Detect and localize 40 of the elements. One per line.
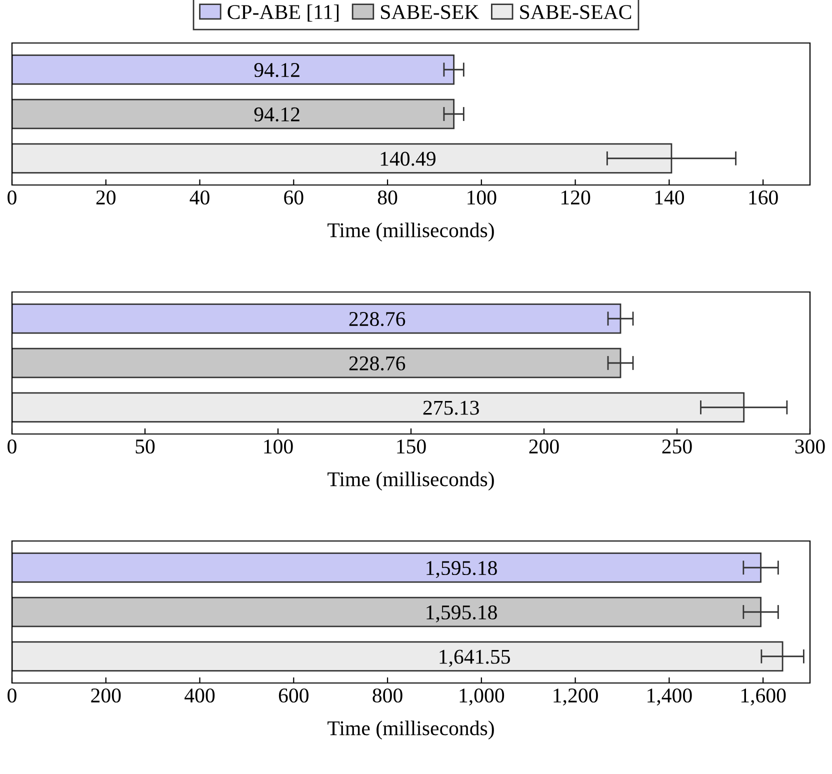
- x-axis-title: Time (milliseconds): [328, 720, 494, 740]
- data-label: 94.12: [254, 107, 300, 122]
- x-tick-label: 80: [378, 190, 398, 205]
- x-tick-label: 150: [397, 439, 426, 454]
- data-label: 228.76: [349, 312, 406, 326]
- x-tick-label: 20: [96, 190, 116, 205]
- x-tick-label: 120: [562, 190, 590, 205]
- x-tick-label: 1,600: [741, 688, 786, 706]
- x-tick-label: 1,400: [648, 688, 692, 706]
- x-tick-label: 40: [190, 190, 210, 205]
- data-label: 275.13: [423, 400, 479, 415]
- x-tick-label: 50: [136, 439, 155, 454]
- data-label: 228.76: [349, 356, 406, 371]
- x-tick-label: 60: [284, 190, 304, 205]
- x-axis-title: Time (milliseconds): [328, 222, 494, 242]
- x-tick-label: 300: [795, 439, 825, 454]
- x-tick-label: 1,000: [460, 688, 504, 706]
- x-tick-label: 200: [91, 688, 121, 703]
- x-tick-label: 160: [749, 190, 778, 205]
- x-tick-label: 400: [184, 688, 215, 703]
- x-tick-label: 100: [264, 439, 293, 454]
- x-tick-label: 0: [8, 190, 16, 205]
- x-tick-label: 140: [655, 190, 684, 205]
- x-tick-label: 250: [662, 439, 692, 454]
- x-tick-label: 0: [8, 688, 16, 703]
- x-axis-title: Time (milliseconds): [328, 472, 494, 491]
- x-tick-label: 0: [8, 439, 16, 454]
- data-label: 140.49: [380, 152, 436, 166]
- data-label: 1,595.18: [426, 605, 497, 622]
- x-tick-label: 200: [529, 439, 559, 454]
- data-label: 1,595.18: [426, 561, 497, 578]
- x-tick-label: 100: [468, 190, 496, 205]
- legend-label: CP-ABE [11]: [228, 4, 339, 22]
- x-tick-label: 600: [278, 688, 308, 703]
- data-label: 94.12: [254, 63, 300, 78]
- legend-label: SABE-SEAC: [520, 5, 632, 20]
- data-label: 1,641.55: [440, 650, 510, 667]
- x-tick-label: 800: [372, 688, 402, 703]
- legend-label: SABE-SEK: [381, 5, 479, 20]
- x-tick-label: 1,200: [554, 688, 598, 706]
